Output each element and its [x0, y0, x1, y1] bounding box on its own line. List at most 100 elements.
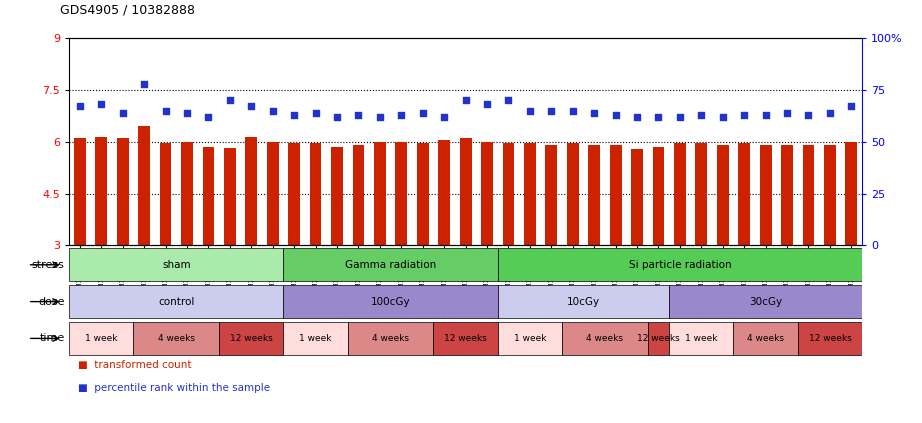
Text: 12 weeks: 12 weeks: [230, 334, 273, 343]
Text: 12 weeks: 12 weeks: [444, 334, 487, 343]
FancyBboxPatch shape: [283, 248, 498, 281]
Point: [586, 109, 601, 116]
Bar: [588, 145, 600, 245]
Point: [180, 109, 195, 116]
FancyBboxPatch shape: [798, 322, 862, 355]
Text: 1 week: 1 week: [514, 334, 546, 343]
Bar: [438, 140, 450, 245]
Point: [73, 103, 88, 110]
Point: [758, 111, 773, 118]
Bar: [609, 145, 621, 245]
Bar: [653, 147, 665, 245]
Point: [523, 107, 538, 114]
Point: [565, 107, 580, 114]
Point: [694, 111, 709, 118]
FancyBboxPatch shape: [498, 322, 562, 355]
Point: [372, 113, 387, 120]
FancyBboxPatch shape: [498, 248, 862, 281]
Text: 12 weeks: 12 weeks: [809, 334, 851, 343]
FancyBboxPatch shape: [433, 322, 498, 355]
Bar: [739, 143, 751, 245]
Bar: [824, 145, 836, 245]
Bar: [266, 142, 278, 245]
Bar: [203, 147, 214, 245]
FancyBboxPatch shape: [283, 322, 348, 355]
Text: 4 weeks: 4 weeks: [586, 334, 623, 343]
Bar: [181, 142, 193, 245]
Text: control: control: [158, 297, 195, 307]
Point: [308, 109, 323, 116]
Bar: [74, 138, 86, 245]
Point: [544, 107, 559, 114]
Bar: [417, 143, 429, 245]
FancyBboxPatch shape: [562, 322, 648, 355]
Bar: [331, 147, 343, 245]
Bar: [352, 145, 364, 245]
Bar: [481, 142, 493, 245]
Bar: [546, 145, 557, 245]
Bar: [632, 148, 643, 245]
Point: [222, 97, 237, 104]
Point: [780, 109, 795, 116]
FancyBboxPatch shape: [348, 322, 433, 355]
Bar: [695, 143, 707, 245]
Point: [159, 107, 173, 114]
Point: [351, 111, 366, 118]
Bar: [802, 145, 814, 245]
Bar: [95, 137, 107, 245]
Bar: [396, 142, 408, 245]
Bar: [224, 148, 236, 245]
Text: ■  transformed count: ■ transformed count: [78, 360, 192, 370]
Text: 12 weeks: 12 weeks: [637, 334, 680, 343]
FancyBboxPatch shape: [498, 285, 669, 318]
Point: [737, 111, 751, 118]
Point: [801, 111, 816, 118]
Text: 4 weeks: 4 weeks: [158, 334, 195, 343]
Text: 1 week: 1 week: [685, 334, 717, 343]
Text: sham: sham: [162, 260, 191, 270]
FancyBboxPatch shape: [669, 322, 734, 355]
Text: dose: dose: [38, 297, 65, 307]
FancyBboxPatch shape: [69, 248, 283, 281]
Bar: [845, 142, 857, 245]
Point: [844, 103, 858, 110]
Bar: [374, 142, 385, 245]
FancyBboxPatch shape: [69, 322, 134, 355]
Text: stress: stress: [31, 260, 65, 270]
Text: 4 weeks: 4 weeks: [372, 334, 409, 343]
Bar: [502, 143, 514, 245]
Point: [630, 113, 644, 120]
Point: [458, 97, 473, 104]
Point: [437, 113, 452, 120]
Text: 30cGy: 30cGy: [749, 297, 782, 307]
Bar: [781, 145, 793, 245]
Point: [244, 103, 259, 110]
Point: [609, 111, 623, 118]
Text: 1 week: 1 week: [300, 334, 332, 343]
FancyBboxPatch shape: [648, 322, 669, 355]
Bar: [245, 137, 257, 245]
Bar: [567, 143, 579, 245]
Point: [822, 109, 837, 116]
FancyBboxPatch shape: [134, 322, 219, 355]
FancyBboxPatch shape: [69, 285, 283, 318]
Point: [330, 113, 345, 120]
Text: time: time: [40, 333, 65, 343]
Text: 10cGy: 10cGy: [567, 297, 600, 307]
FancyBboxPatch shape: [219, 322, 283, 355]
Bar: [760, 145, 772, 245]
Point: [136, 80, 151, 87]
FancyBboxPatch shape: [734, 322, 798, 355]
Text: ■  percentile rank within the sample: ■ percentile rank within the sample: [78, 383, 270, 393]
Bar: [310, 143, 322, 245]
Text: GDS4905 / 10382888: GDS4905 / 10382888: [60, 4, 195, 17]
Bar: [289, 143, 300, 245]
Bar: [117, 138, 129, 245]
FancyBboxPatch shape: [283, 285, 498, 318]
Text: 100cGy: 100cGy: [371, 297, 410, 307]
Text: Gamma radiation: Gamma radiation: [345, 260, 436, 270]
Point: [715, 113, 730, 120]
Point: [416, 109, 431, 116]
Text: 1 week: 1 week: [85, 334, 117, 343]
Bar: [524, 143, 536, 245]
